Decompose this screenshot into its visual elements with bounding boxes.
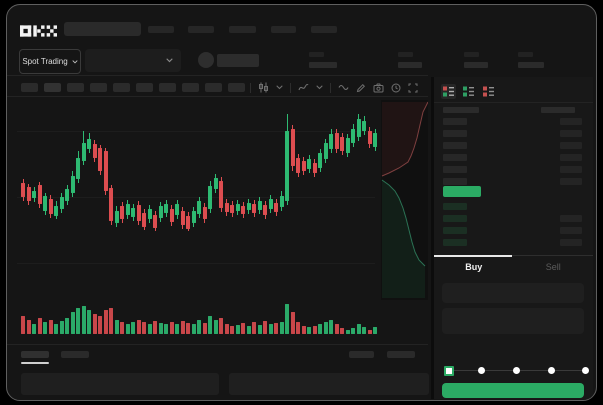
timeframe-button[interactable] bbox=[113, 83, 130, 92]
market-type-label: Spot Trading bbox=[22, 57, 68, 66]
divider bbox=[330, 82, 331, 93]
bottom-action-2[interactable] bbox=[387, 351, 415, 358]
depth-asks-area bbox=[382, 102, 428, 176]
camera-icon[interactable] bbox=[373, 83, 384, 93]
buy-submit-button[interactable] bbox=[442, 383, 584, 398]
buy-sell-tabs: Buy Sell bbox=[434, 255, 593, 279]
nav-item-5[interactable] bbox=[311, 26, 337, 33]
depth-bids-area bbox=[382, 180, 425, 298]
divider bbox=[290, 82, 291, 93]
active-tab-indicator bbox=[434, 255, 512, 257]
orderbook-ask-row[interactable] bbox=[434, 178, 593, 185]
divider bbox=[7, 344, 428, 345]
depth-sidebar bbox=[381, 100, 428, 300]
candlestick-layer bbox=[17, 98, 377, 298]
orderbook-ask-row[interactable] bbox=[434, 166, 593, 173]
chevron-down-icon[interactable] bbox=[316, 85, 323, 90]
bottom-tab-indicator bbox=[21, 362, 49, 364]
slider-handle[interactable] bbox=[444, 366, 454, 376]
bottom-action-1[interactable] bbox=[349, 351, 374, 358]
orderbook-ask-row[interactable] bbox=[434, 130, 593, 137]
pair-name-placeholder bbox=[217, 54, 259, 67]
slider-stop[interactable] bbox=[582, 367, 589, 374]
depth-bids-line bbox=[381, 179, 426, 267]
orderbook-view-bids-icon[interactable] bbox=[461, 84, 476, 99]
orderbook-view-asks-icon[interactable] bbox=[481, 84, 496, 99]
bottom-panel-left bbox=[21, 373, 219, 395]
bottom-tab-2[interactable] bbox=[61, 351, 89, 358]
ticker-stat-2 bbox=[398, 52, 422, 68]
orderbook-bids bbox=[434, 203, 593, 251]
timeframe-button-active[interactable] bbox=[44, 83, 61, 92]
slider-stop[interactable] bbox=[548, 367, 555, 374]
gridline bbox=[17, 263, 375, 264]
indicators-icon[interactable] bbox=[298, 82, 309, 93]
orderbook-asks bbox=[434, 118, 593, 190]
tab-sell[interactable]: Sell bbox=[545, 262, 561, 272]
draw-pencil-icon[interactable] bbox=[356, 83, 366, 93]
orderbook-bid-row[interactable] bbox=[434, 239, 593, 246]
ticker-stat-1 bbox=[309, 52, 337, 68]
price-chart[interactable] bbox=[17, 98, 428, 344]
volume-layer bbox=[17, 294, 377, 334]
nav-item-1[interactable] bbox=[148, 26, 174, 33]
orderbook-ask-row[interactable] bbox=[434, 154, 593, 161]
nav-item-4[interactable] bbox=[271, 26, 296, 33]
timeframe-button[interactable] bbox=[182, 83, 199, 92]
market-type-dropdown[interactable]: Spot Trading bbox=[19, 49, 81, 74]
gridline bbox=[17, 131, 375, 132]
timeframe-button[interactable] bbox=[205, 83, 222, 92]
fullscreen-icon[interactable] bbox=[408, 83, 418, 93]
nav-item-3[interactable] bbox=[229, 26, 256, 33]
coin-avatar bbox=[198, 52, 214, 68]
candle-style-icon[interactable] bbox=[258, 82, 269, 93]
nav-item-2[interactable] bbox=[188, 26, 214, 33]
slider-stop[interactable] bbox=[513, 367, 520, 374]
app-window: Spot Trading bbox=[6, 4, 597, 401]
orderbook-header-amount bbox=[541, 107, 575, 113]
timeframe-button[interactable] bbox=[228, 83, 245, 92]
clock-icon[interactable] bbox=[391, 83, 401, 93]
amount-input[interactable] bbox=[442, 308, 584, 334]
ticker-stat-3 bbox=[464, 52, 488, 68]
last-price-badge[interactable] bbox=[443, 186, 481, 197]
trade-panel: Buy Sell bbox=[431, 77, 593, 399]
gridline bbox=[17, 197, 375, 198]
depth-asks-line bbox=[381, 101, 428, 177]
chevron-down-icon[interactable] bbox=[276, 85, 283, 90]
timeframe-buttons bbox=[21, 83, 245, 92]
divider bbox=[250, 82, 251, 93]
orderbook-bid-row[interactable] bbox=[434, 203, 593, 210]
price-input[interactable] bbox=[442, 283, 584, 303]
orderbook-view-both-icon[interactable] bbox=[441, 84, 456, 99]
timeframe-button[interactable] bbox=[136, 83, 153, 92]
timeframe-button[interactable] bbox=[21, 83, 38, 92]
wave-tool-icon[interactable] bbox=[338, 83, 349, 92]
okx-logo[interactable] bbox=[20, 25, 57, 37]
bottom-tab-active[interactable] bbox=[21, 351, 49, 358]
divider bbox=[434, 102, 593, 103]
chevron-down-icon bbox=[166, 58, 173, 63]
orderbook-ask-row[interactable] bbox=[434, 118, 593, 125]
search-input[interactable] bbox=[64, 22, 141, 36]
orderbook-ask-row[interactable] bbox=[434, 142, 593, 149]
orderbook-bid-row[interactable] bbox=[434, 215, 593, 222]
divider bbox=[7, 96, 428, 97]
orderbook-view-modes bbox=[441, 84, 496, 99]
bottom-panel-right bbox=[229, 373, 429, 395]
orderbook-bid-row[interactable] bbox=[434, 227, 593, 234]
orderbook-header-price bbox=[443, 107, 479, 113]
timeframe-button[interactable] bbox=[159, 83, 176, 92]
amount-slider[interactable] bbox=[444, 366, 589, 376]
timeframe-button[interactable] bbox=[90, 83, 107, 92]
tab-buy[interactable]: Buy bbox=[465, 262, 483, 272]
timeframe-button[interactable] bbox=[67, 83, 84, 92]
slider-stop[interactable] bbox=[478, 367, 485, 374]
ticker-stat-4 bbox=[518, 52, 544, 68]
divider bbox=[7, 75, 428, 76]
chevron-down-icon bbox=[72, 59, 78, 64]
pair-selector-dropdown[interactable] bbox=[85, 49, 181, 72]
